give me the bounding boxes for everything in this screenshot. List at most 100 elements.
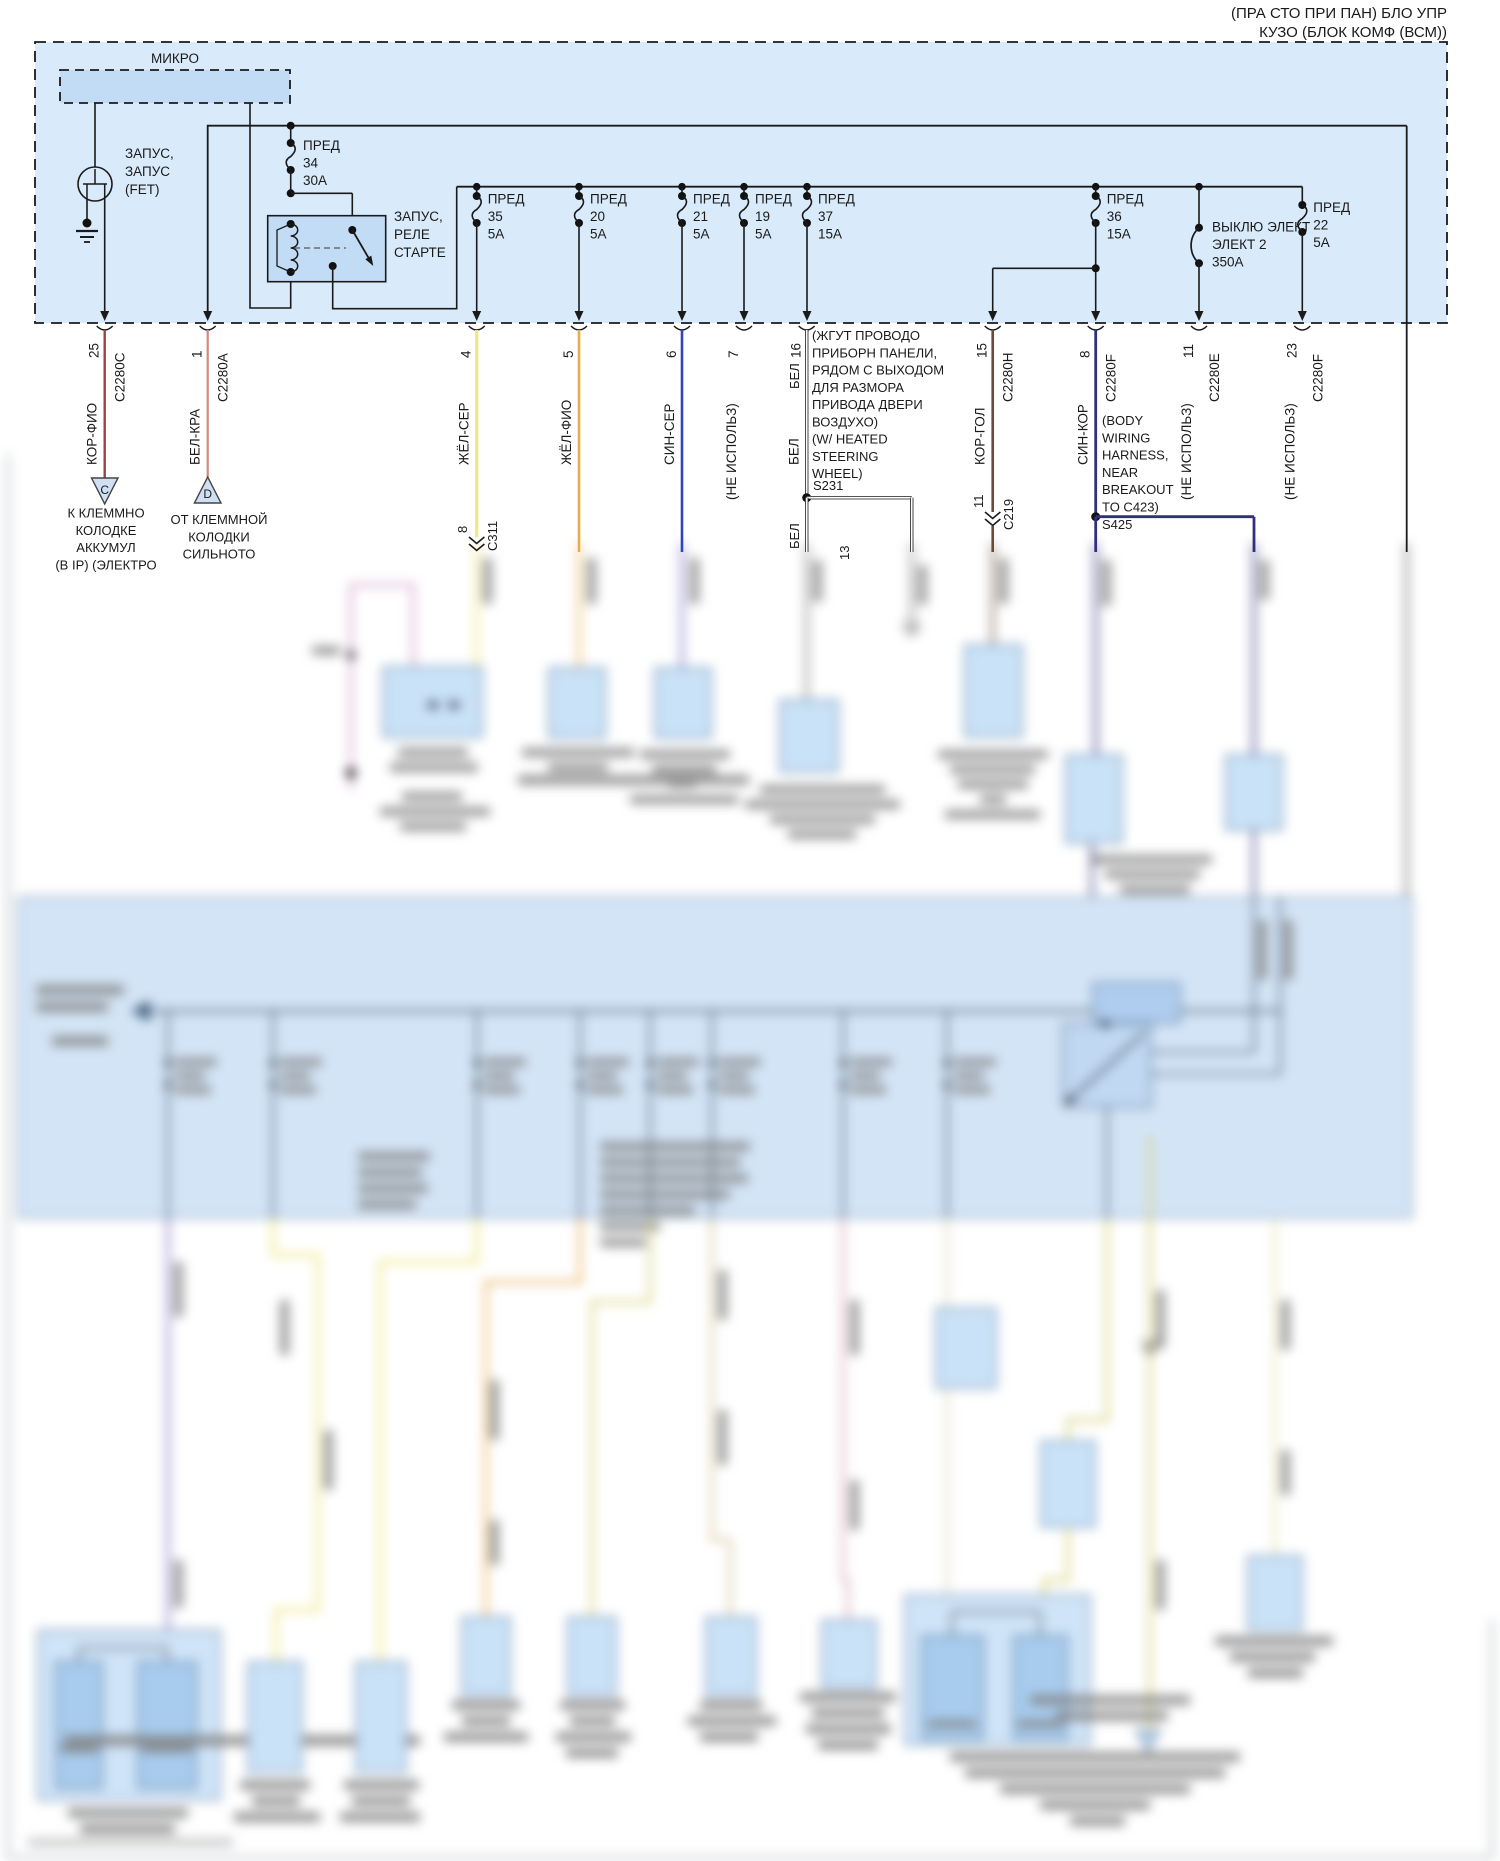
diagram-header: (ПРА СТО ПРИ ПАН) БЛО УПР КУЗО (БЛОК КОМ…	[1231, 4, 1447, 42]
fuse-34-label: ПРЕД	[303, 138, 340, 153]
bel-label: БЕЛ	[787, 363, 802, 389]
svg-text:ПРЕД: ПРЕД	[1313, 200, 1350, 215]
s425-note: TO C423)	[1102, 499, 1159, 514]
not-used-label: (НЕ ИСПОЛЬЗ)	[1179, 403, 1194, 500]
svg-text:5А: 5А	[755, 227, 772, 242]
wire-color-label: СИН-СЕР	[662, 404, 677, 465]
svg-text:5А: 5А	[1313, 235, 1330, 250]
svg-text:20: 20	[590, 209, 605, 224]
svg-text:D: D	[203, 487, 212, 501]
wire-color-label: СИН-КОР	[1076, 404, 1091, 465]
wire-color-label: ЖЁЛ-СЕР	[457, 402, 472, 465]
c219-label: C219	[1001, 499, 1016, 530]
svg-text:ПРЕД: ПРЕД	[1107, 192, 1144, 207]
fuse-pred-21: ПРЕД 21 5А	[676, 182, 730, 321]
connector-pin-4: 4 ЖЁЛ-СЕР	[457, 325, 486, 537]
pin-number: 15	[975, 343, 990, 358]
connector-pin-8: 8 C2280F СИН-КОР	[1076, 325, 1119, 517]
pin-number: 11	[1181, 344, 1196, 358]
pin-number: 7	[726, 350, 741, 358]
svg-text:5А: 5А	[590, 227, 607, 242]
svg-text:15А: 15А	[818, 227, 842, 242]
connector-name: C2280F	[1310, 354, 1325, 402]
svg-text:15А: 15А	[1107, 227, 1131, 242]
tag-13: 13	[837, 546, 852, 560]
connector-pin-11: 11 C2280E (НЕ ИСПОЛЬЗ)	[1179, 325, 1222, 500]
terminal-c-caption: К КЛЕММНО	[67, 506, 144, 521]
s425-note: WIRING	[1102, 430, 1150, 445]
s231-splice-label: S231	[813, 478, 843, 493]
wire-color-label: БЕЛ	[787, 438, 802, 465]
terminal-triangle-c	[90, 477, 120, 506]
pin-number: 1	[190, 350, 205, 358]
svg-text:35: 35	[488, 209, 503, 224]
fuse-pred-35: ПРЕД 35 5А	[471, 182, 525, 321]
s425-note: HARNESS,	[1102, 448, 1168, 463]
connector-pin-16: 16 БЕЛ	[787, 325, 816, 498]
wire-color-label: БЕЛ-КРА	[188, 409, 203, 465]
fuse-pred-37: ПРЕД 37 15А	[801, 182, 855, 321]
svg-text:37: 37	[818, 209, 833, 224]
svg-text:ПРЕД: ПРЕД	[693, 192, 730, 207]
not-used-label: (НЕ ИСПОЛЬЗ)	[1282, 403, 1297, 500]
terminal-c-caption: КОЛОДКЕ	[76, 523, 137, 538]
terminal-d-caption: ОТ КЛЕММНОЙ	[171, 512, 268, 527]
wire-color-label: КОР-ГОЛ	[973, 408, 988, 465]
pin-number: 6	[664, 350, 679, 358]
pin-number: 8	[1078, 350, 1093, 358]
s425-note: (BODY	[1102, 413, 1144, 428]
micro-label: МИКРО	[151, 51, 199, 66]
s425-splice-label: S425	[1102, 517, 1132, 532]
svg-text:21: 21	[693, 209, 708, 224]
pin-number: 25	[87, 343, 102, 358]
svg-text:5А: 5А	[488, 227, 505, 242]
svg-text:ПРЕД: ПРЕД	[488, 192, 525, 207]
header-line-2: КУЗО (БЛОК КОМФ (ВСМ))	[1259, 24, 1447, 41]
svg-text:(FET): (FET)	[125, 182, 160, 197]
starter-relay-box	[266, 214, 387, 283]
fuse-pred-22: ПРЕД 22 5А	[1297, 186, 1350, 321]
micro-box	[59, 69, 291, 104]
terminal-d-caption: СИЛЬНОТО	[183, 547, 256, 562]
svg-text:ЭЛЕКТ 2: ЭЛЕКТ 2	[1212, 237, 1267, 252]
wire-color-label: КОР-ФИО	[85, 403, 100, 465]
pin-number: 4	[459, 350, 474, 358]
svg-text:СТАРТЕ: СТАРТЕ	[394, 245, 446, 260]
relay-label: ЗАПУС,	[394, 209, 443, 224]
svg-text:36: 36	[1107, 209, 1122, 224]
fuse-pred-20: ПРЕД 20 5А	[573, 182, 627, 321]
not-used-label: (НЕ ИСПОЛЬЗ)	[724, 403, 739, 500]
pin-number: 5	[561, 350, 576, 358]
svg-text:C: C	[100, 483, 109, 497]
s425-note: NEAR	[1102, 465, 1138, 480]
s425-note: BREAKOUT	[1102, 482, 1174, 497]
c311-label: C311	[485, 521, 500, 551]
fet-label: ЗАПУС,	[125, 146, 174, 161]
connector-name: C2280A	[216, 353, 231, 402]
connector-pin-15: 15 С2280Н КОР-ГОЛ	[973, 325, 1016, 512]
s231-note: WHEEL)	[812, 466, 863, 481]
svg-text:ПРЕД: ПРЕД	[590, 192, 627, 207]
terminal-triangle-d	[193, 475, 223, 504]
s231-note: ПРИВОДА ДВЕРИ	[812, 397, 923, 412]
c311-pin: 8	[455, 526, 470, 533]
connector-pin-25: 25 C2280C КОР-ФИО	[85, 325, 128, 478]
svg-text:350А: 350А	[1212, 255, 1244, 270]
terminal-c-caption: АККУМУЛ	[76, 540, 135, 555]
connector-pin-6: 6 СИН-СЕР	[662, 325, 691, 552]
svg-text:30А: 30А	[303, 173, 327, 188]
connector-name: C2280E	[1207, 353, 1222, 402]
s231-note: ВОЗДУХО)	[812, 414, 878, 429]
svg-text:ПРЕД: ПРЕД	[818, 192, 855, 207]
header-line-1: (ПРА СТО ПРИ ПАН) БЛО УПР	[1231, 5, 1447, 22]
connector-pin-23: 23 C2280F (НЕ ИСПОЛЬЗ)	[1282, 325, 1325, 500]
s231-note: РЯДОМ С ВЫХОДОМ	[812, 363, 944, 378]
connector-pin-1: 1 C2280A БЕЛ-КРА	[188, 325, 231, 477]
fet-symbol	[77, 166, 113, 202]
c219-pin: 11	[971, 495, 986, 509]
svg-text:5А: 5А	[693, 227, 710, 242]
